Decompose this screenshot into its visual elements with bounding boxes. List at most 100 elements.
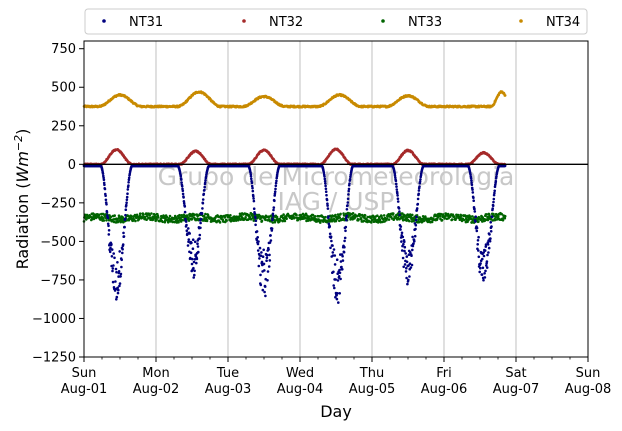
nt33-point-648: [362, 219, 366, 223]
nt33-point-665: [370, 221, 373, 224]
nt31-point-1356: [473, 207, 476, 211]
nt31-point-419: [203, 185, 206, 189]
nt31-point-1090: [396, 197, 400, 200]
nt33-point-361: [238, 212, 242, 216]
nt31-point-1421: [491, 204, 495, 208]
nt31-point-69: [102, 178, 106, 181]
nt31-point-618: [260, 260, 264, 264]
nt31-point-1411: [489, 237, 492, 240]
nt33-point-242: [187, 216, 190, 219]
nt33-point-861: [454, 217, 458, 220]
nt31-point-1371: [477, 255, 481, 259]
nt31-point-1123: [406, 282, 409, 286]
nt33-point-455: [279, 219, 282, 222]
nt33-point-243: [187, 219, 191, 222]
nt33-point-437: [271, 221, 275, 224]
nt31-point-1389: [482, 254, 486, 258]
nt33-point-363: [239, 218, 243, 221]
x-tick-day-1: Mon: [142, 366, 169, 381]
nt31-point-601: [255, 230, 259, 233]
nt31-point-80: [105, 210, 109, 214]
nt31-point-86: [107, 233, 111, 236]
nt33-point-564: [326, 220, 329, 223]
nt33-point-671: [372, 220, 376, 223]
nt31-point-113: [115, 270, 118, 274]
nt33-point-374: [244, 216, 247, 219]
nt31-point-117: [116, 286, 119, 290]
nt31-point-1096: [398, 213, 401, 217]
nt31-point-144: [124, 213, 127, 217]
nt33-point-460: [281, 219, 285, 223]
nt33-point-146: [145, 214, 149, 218]
nt31-point-1167: [418, 180, 422, 183]
nt31-point-1359: [474, 220, 477, 223]
nt31-point-407: [199, 217, 203, 221]
nt31-point-73: [103, 187, 107, 191]
nt31-point-114: [115, 295, 119, 299]
nt31-point-87: [107, 229, 111, 232]
nt31-point-396: [196, 245, 200, 248]
nt31-point-667: [274, 181, 278, 185]
legend-marker-nt34: [519, 19, 523, 23]
nt31-point-634: [265, 259, 268, 263]
legend-marker-nt32: [242, 19, 246, 23]
nt33-point-824: [438, 215, 442, 218]
nt31-point-1350: [471, 191, 475, 194]
nt31-point-653: [270, 227, 274, 230]
nt31-point-580: [249, 175, 253, 178]
nt31-point-111: [114, 267, 118, 271]
nt31-point-127: [119, 275, 122, 278]
nt31-point-131: [120, 258, 123, 262]
nt31-point-1364: [475, 229, 479, 233]
nt33-point-579: [332, 217, 336, 221]
nt31-point-1404: [487, 251, 490, 254]
nt31-point-838: [324, 182, 327, 185]
nt31-point-858: [329, 235, 333, 238]
nt33-point-975: [503, 214, 507, 218]
nt33-point-110: [130, 215, 133, 218]
nt33-point-896: [469, 217, 473, 221]
nt31-point-379: [191, 238, 195, 241]
nt31-point-341: [180, 184, 184, 188]
nt31-point-118: [116, 291, 120, 295]
nt33-point-582: [334, 213, 337, 217]
nt31-point-844: [325, 198, 329, 202]
nt31-point-152: [126, 188, 130, 191]
nt33-point-857: [452, 215, 456, 218]
grid-lines: [155, 41, 517, 357]
y-axis-title-exponent: −2: [12, 135, 25, 151]
nt31-point-641: [267, 248, 270, 251]
nt31-point-134: [121, 247, 124, 251]
nt31-point-85: [107, 224, 110, 228]
nt31-point-141: [123, 225, 126, 229]
nt31-point-648: [269, 234, 272, 237]
nt31-point-116: [116, 261, 119, 264]
nt31-point-596: [254, 223, 257, 227]
nt31-point-1391: [483, 272, 486, 275]
nt31-point-595: [254, 216, 257, 220]
nt31-point-627: [263, 290, 266, 294]
nt31-point-866: [332, 270, 335, 274]
nt31-point-583: [250, 181, 254, 185]
nt31-point-1425: [493, 191, 496, 195]
nt31-point-1130: [408, 275, 411, 278]
nt33-point-695: [382, 214, 386, 217]
nt31-point-889: [338, 271, 342, 275]
nt31-point-894: [340, 265, 343, 269]
nt31-point-1408: [488, 233, 491, 236]
nt33-point-278: [202, 214, 206, 218]
nt31-point-97: [110, 254, 114, 258]
nt31-point-879: [335, 258, 339, 262]
x-tick-day-0: Sun: [72, 366, 97, 381]
nt31-point-659: [272, 206, 276, 209]
nt33-point-123: [135, 213, 139, 217]
nt33-point-668: [371, 218, 374, 221]
nt31-point-847: [326, 207, 330, 210]
nt31-point-1385: [481, 266, 485, 270]
nt31-point-837: [323, 179, 327, 183]
nt33-point-462: [282, 213, 285, 216]
nt31-point-1432: [495, 175, 498, 178]
nt31-point-611: [258, 246, 262, 250]
nt31-point-1107: [401, 235, 405, 239]
nt33-point-35: [97, 213, 101, 216]
